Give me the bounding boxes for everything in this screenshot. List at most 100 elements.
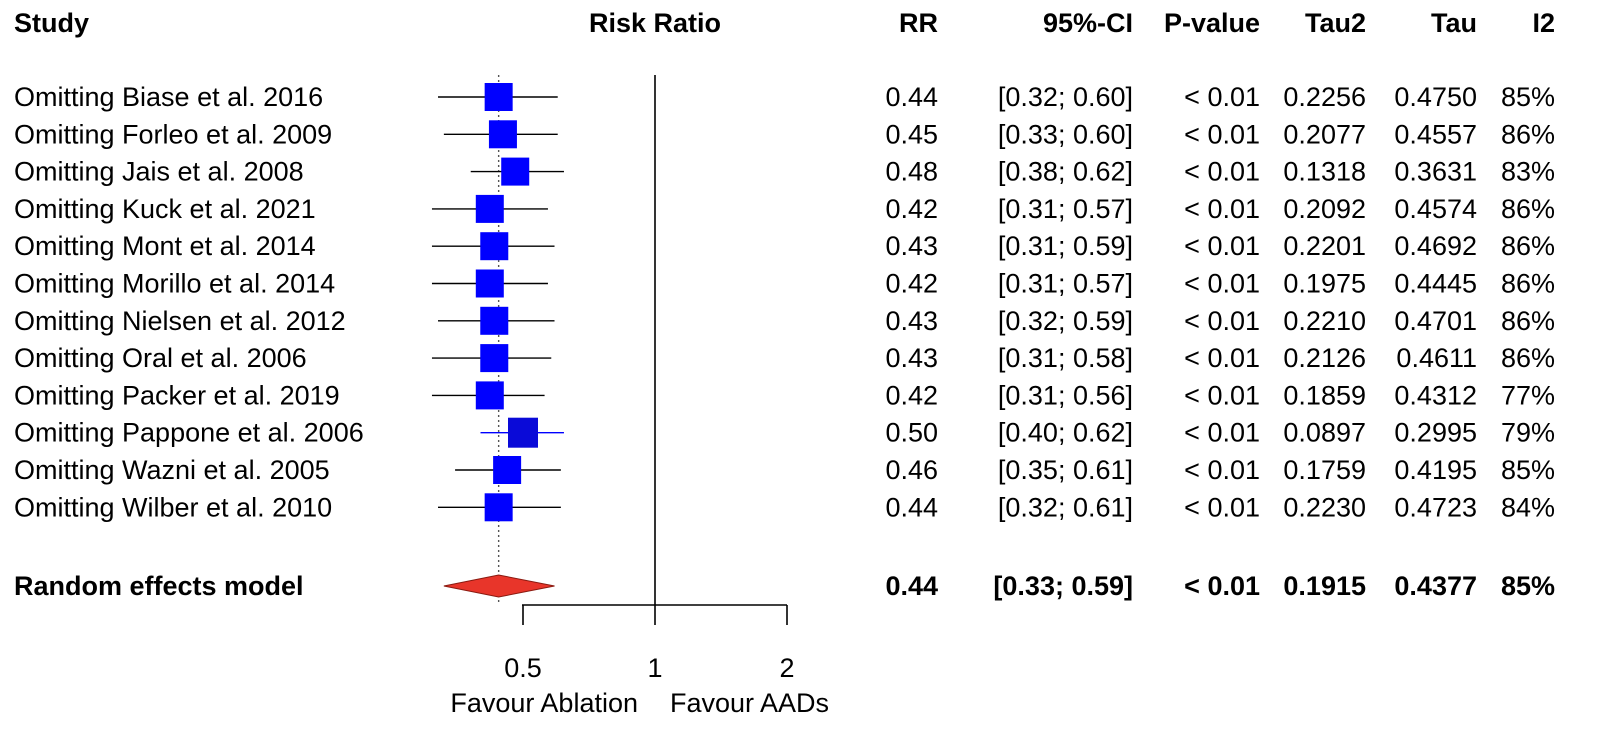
tau-value: 0.4195 — [1394, 455, 1477, 485]
i2-value: 86% — [1501, 119, 1555, 149]
header-i2: I2 — [1532, 8, 1555, 38]
study-label: Omitting Jais et al. 2008 — [14, 157, 304, 187]
point-estimate-square — [484, 493, 513, 522]
p-value: < 0.01 — [1184, 231, 1260, 261]
table-row: Omitting Wazni et al. 2005 0.46 [0.35; 0.6… — [14, 455, 1555, 485]
table-row: Omitting Packer et al. 2019 0.42 [0.31; 0.… — [14, 380, 1555, 410]
point-estimate-square — [484, 83, 513, 111]
rr-value: 0.43 — [885, 231, 938, 261]
summary-tau: 0.4377 — [1394, 571, 1477, 601]
i2-value: 83% — [1501, 157, 1555, 187]
summary-row: Random effects model 0.44 [0.33; 0.59] < 0.… — [14, 571, 1555, 601]
study-label: Omitting Wilber et al. 2010 — [14, 492, 332, 522]
rr-value: 0.42 — [885, 194, 938, 224]
study-rows: Omitting Biase et al. 2016 0.44 [0.32; 0.6… — [14, 82, 1555, 601]
study-label: Omitting Kuck et al. 2021 — [14, 194, 316, 224]
tau2-value: 0.2230 — [1283, 492, 1366, 522]
ci-value: [0.38; 0.62] — [998, 157, 1133, 187]
tau-value: 0.4574 — [1394, 194, 1477, 224]
study-label: Omitting Pappone et al. 2006 — [14, 418, 364, 448]
ci-value: [0.35; 0.61] — [998, 455, 1133, 485]
p-value: < 0.01 — [1184, 343, 1260, 373]
tau2-value: 0.1859 — [1283, 380, 1366, 410]
tau2-value: 0.2092 — [1283, 194, 1366, 224]
point-estimate-square — [508, 417, 538, 448]
i2-value: 86% — [1501, 231, 1555, 261]
header-tau: Tau — [1431, 8, 1477, 38]
point-estimate-square — [501, 157, 530, 186]
i2-value: 86% — [1501, 306, 1555, 336]
point-estimate-square — [480, 306, 509, 335]
p-value: < 0.01 — [1184, 306, 1260, 336]
table-row: Omitting Pappone et al. 2006 0.50 [0.40; 0… — [14, 417, 1555, 448]
p-value: < 0.01 — [1184, 492, 1260, 522]
summary-label: Random effects model — [14, 571, 304, 601]
study-label: Omitting Packer et al. 2019 — [14, 380, 340, 410]
tau-value: 0.4557 — [1394, 119, 1477, 149]
header-ci: 95%-CI — [1043, 8, 1133, 38]
i2-value: 79% — [1501, 418, 1555, 448]
tau2-value: 0.2126 — [1283, 343, 1366, 373]
summary-tau2: 0.1915 — [1283, 571, 1366, 601]
p-value: < 0.01 — [1184, 157, 1260, 187]
rr-value: 0.44 — [885, 492, 938, 522]
tau-value: 0.4611 — [1396, 343, 1477, 373]
tau2-value: 0.2201 — [1283, 231, 1366, 261]
i2-value: 86% — [1501, 194, 1555, 224]
study-label: Omitting Morillo et al. 2014 — [14, 269, 335, 299]
summary-i2: 85% — [1501, 571, 1555, 601]
study-label: Omitting Oral et al. 2006 — [14, 343, 307, 373]
table-row: Omitting Biase et al. 2016 0.44 [0.32; 0.6… — [14, 82, 1555, 112]
header-p-value: P-value — [1164, 8, 1260, 38]
header-risk-ratio: Risk Ratio — [589, 8, 721, 38]
table-row: Omitting Forleo et al. 2009 0.45 [0.33; 0.… — [14, 119, 1555, 149]
tau-value: 0.4750 — [1394, 82, 1477, 112]
table-row: Omitting Morillo et al. 2014 0.42 [0.31; 0… — [14, 269, 1555, 299]
point-estimate-square — [475, 194, 504, 223]
i2-value: 85% — [1501, 82, 1555, 112]
p-value: < 0.01 — [1184, 380, 1260, 410]
tau2-value: 0.2210 — [1283, 306, 1366, 336]
ci-value: [0.31; 0.59] — [998, 231, 1133, 261]
table-row: Omitting Oral et al. 2006 0.43 [0.31; 0.58… — [14, 343, 1555, 373]
tau2-value: 0.2077 — [1283, 119, 1366, 149]
study-label: Omitting Mont et al. 2014 — [14, 231, 316, 261]
p-value: < 0.01 — [1184, 455, 1260, 485]
ci-value: [0.32; 0.61] — [998, 492, 1133, 522]
i2-value: 85% — [1501, 455, 1555, 485]
summary-p-value: < 0.01 — [1184, 571, 1260, 601]
ci-value: [0.32; 0.59] — [998, 306, 1133, 336]
tau2-value: 0.1759 — [1283, 455, 1366, 485]
ci-value: [0.33; 0.60] — [998, 119, 1133, 149]
i2-value: 86% — [1501, 343, 1555, 373]
table-row: Omitting Mont et al. 2014 0.43 [0.31; 0.59… — [14, 231, 1555, 261]
tau2-value: 0.0897 — [1283, 418, 1366, 448]
point-estimate-square — [493, 456, 522, 484]
p-value: < 0.01 — [1184, 119, 1260, 149]
x-tick-label: 1 — [647, 653, 662, 683]
ci-value: [0.32; 0.60] — [998, 82, 1133, 112]
table-row: Omitting Nielsen et al. 2012 0.43 [0.32; 0… — [14, 306, 1555, 336]
rr-value: 0.45 — [885, 119, 938, 149]
point-estimate-square — [480, 232, 509, 261]
point-estimate-square — [480, 344, 509, 373]
study-label: Omitting Nielsen et al. 2012 — [14, 306, 346, 336]
tau-value: 0.4701 — [1394, 306, 1477, 336]
table-row: Omitting Wilber et al. 2010 0.44 [0.32; 0.… — [14, 492, 1555, 522]
rr-value: 0.43 — [885, 306, 938, 336]
ci-value: [0.31; 0.56] — [998, 380, 1133, 410]
rr-value: 0.50 — [885, 418, 938, 448]
favour-ablation-label: Favour Ablation — [450, 688, 638, 718]
p-value: < 0.01 — [1184, 194, 1260, 224]
study-label: Omitting Biase et al. 2016 — [14, 82, 323, 112]
p-value: < 0.01 — [1184, 418, 1260, 448]
point-estimate-square — [475, 269, 504, 298]
tau-value: 0.4692 — [1394, 231, 1477, 261]
summary-diamond — [443, 574, 555, 598]
tau2-value: 0.1975 — [1283, 269, 1366, 299]
rr-value: 0.42 — [885, 380, 938, 410]
study-label: Omitting Forleo et al. 2009 — [14, 119, 332, 149]
study-label: Omitting Wazni et al. 2005 — [14, 455, 330, 485]
point-estimate-square — [475, 381, 504, 410]
